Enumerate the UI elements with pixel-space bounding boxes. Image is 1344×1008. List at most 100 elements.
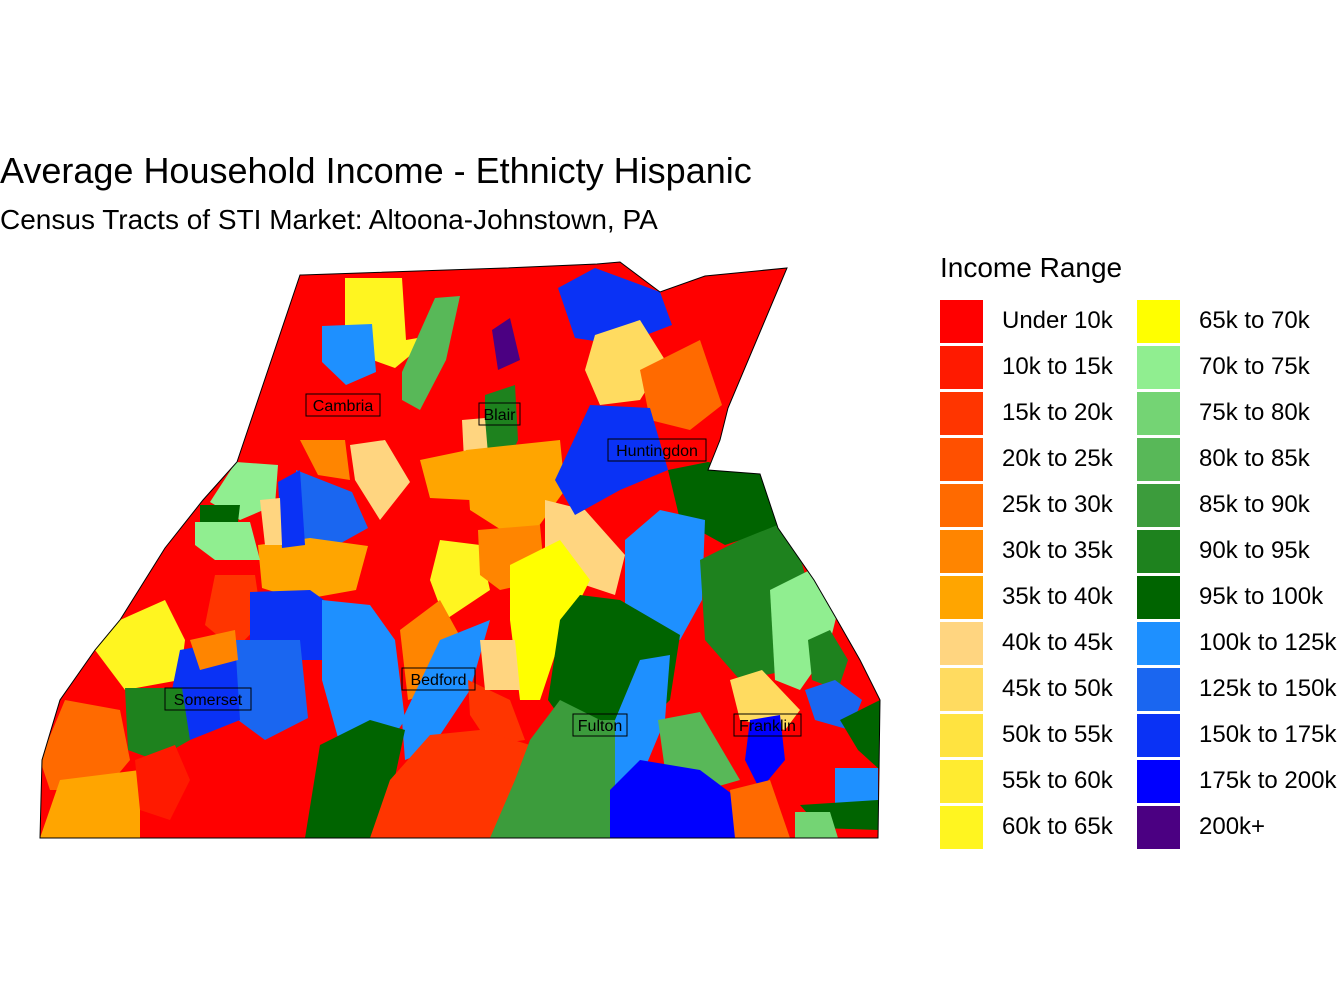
legend-label: 70k to 75k: [1199, 353, 1310, 380]
svg-text:Blair: Blair: [483, 407, 516, 424]
legend-swatch: [1137, 529, 1180, 573]
map-title: Average Household Income - Ethnicty Hisp…: [0, 150, 752, 191]
tract: [200, 505, 240, 522]
tract: [625, 510, 705, 640]
tract: [258, 538, 368, 600]
legend-label: 65k to 70k: [1199, 307, 1310, 334]
legend-swatch: [940, 805, 983, 849]
svg-text:Franklin: Franklin: [739, 718, 796, 735]
legend-item: 65k to 70k: [1137, 298, 1334, 344]
tract: [615, 655, 670, 790]
legend-label: 20k to 25k: [1002, 445, 1113, 472]
tract: [808, 630, 848, 690]
tract: [420, 450, 470, 500]
legend-swatch: [940, 667, 983, 711]
tract: [235, 640, 308, 740]
legend-item: 175k to 200k: [1137, 758, 1337, 804]
legend-label: 75k to 80k: [1199, 399, 1310, 426]
county-label-somerset: Somerset: [164, 687, 252, 711]
county-label-blair: Blair: [478, 402, 521, 426]
tract: [402, 296, 460, 410]
tract: [40, 700, 130, 790]
tract: [492, 318, 520, 370]
tract: [135, 745, 190, 820]
legend-item: 90k to 95k: [1137, 528, 1334, 574]
legend-label: 15k to 20k: [1002, 399, 1113, 426]
legend-label: 200k+: [1199, 813, 1266, 840]
tract: [835, 768, 878, 808]
legend-item: 45k to 50k: [940, 666, 1137, 712]
tract: [490, 700, 640, 838]
legend-label: 10k to 15k: [1002, 353, 1113, 380]
tract: [170, 640, 240, 740]
tract: [745, 715, 785, 790]
tract: [840, 700, 880, 770]
legend-swatch: [1137, 483, 1180, 527]
legend-item: 50k to 55k: [940, 712, 1137, 758]
tract: [468, 680, 525, 745]
legend-label: 60k to 65k: [1002, 813, 1113, 840]
legend-swatch: [940, 299, 983, 343]
legend-swatch: [940, 345, 983, 389]
legend-swatch: [1137, 805, 1180, 849]
tract: [260, 498, 282, 545]
tract: [610, 760, 760, 838]
legend-label: 85k to 90k: [1199, 491, 1310, 518]
tract: [350, 440, 410, 520]
legend-label: 25k to 30k: [1002, 491, 1113, 518]
map-subtitle: Census Tracts of STI Market: Altoona-Joh…: [0, 204, 658, 235]
legend-label: 80k to 85k: [1199, 445, 1310, 472]
tract: [370, 730, 530, 838]
svg-text:Huntingdon: Huntingdon: [616, 443, 698, 460]
tract: [555, 405, 668, 515]
legend-label: 55k to 60k: [1002, 767, 1113, 794]
legend-item: 85k to 90k: [1137, 482, 1334, 528]
tract: [795, 812, 838, 838]
legend-item: 80k to 85k: [1137, 436, 1334, 482]
tract: [190, 630, 238, 670]
legend-label: 45k to 50k: [1002, 675, 1113, 702]
tract: [40, 770, 140, 838]
legend-columns: Under 10k 10k to 15k 15k to 20k 20k to 25k 2…: [940, 298, 1337, 850]
legend-swatch: [940, 529, 983, 573]
tract: [95, 600, 185, 690]
county-label-franklin: Franklin: [733, 713, 802, 737]
legend-swatch: [1137, 437, 1180, 481]
legend-item: 100k to 125k: [1137, 620, 1337, 666]
legend-label: 100k to 125k: [1199, 629, 1337, 656]
legend-swatch: [940, 759, 983, 803]
tract: [300, 440, 350, 480]
legend-item: 75k to 80k: [1137, 390, 1334, 436]
legend-swatch: [1137, 391, 1180, 435]
tract: [730, 670, 800, 730]
legend-label: 175k to 200k: [1199, 767, 1337, 794]
tract: [466, 440, 565, 545]
legend-item: 55k to 60k: [940, 758, 1137, 804]
tract: [278, 470, 305, 548]
tract: [480, 640, 520, 690]
legend-label: 125k to 150k: [1199, 675, 1337, 702]
legend-item: 70k to 75k: [1137, 344, 1334, 390]
legend-item: 125k to 150k: [1137, 666, 1337, 712]
tract: [305, 720, 405, 838]
county-label-fulton: Fulton: [572, 713, 628, 737]
legend-swatch: [1137, 759, 1180, 803]
legend-column: 65k to 70k 70k to 75k 75k to 80k 80k to 85k…: [1137, 298, 1337, 850]
legend-swatch: [940, 621, 983, 665]
legend-swatch: [1137, 621, 1180, 665]
legend-label: 30k to 35k: [1002, 537, 1113, 564]
tract: [205, 575, 262, 650]
svg-text:Cambria: Cambria: [313, 398, 374, 415]
tract: [322, 324, 376, 385]
svg-text:Somerset: Somerset: [174, 692, 243, 709]
legend-title: Income Range: [940, 252, 1123, 283]
legend-swatch: [1137, 713, 1180, 757]
legend-swatch: [940, 575, 983, 619]
legend-swatch: [1137, 299, 1180, 343]
choropleth-map: Cambria Blair Huntingdon Somerset Bedfor…: [39, 261, 881, 839]
legend: Income Range Under 10k 10k to 15k 15k to 2…: [940, 252, 1337, 850]
tract: [640, 340, 722, 430]
legend-item: 60k to 65k: [940, 804, 1137, 850]
county-label-huntingdon: Huntingdon: [607, 438, 707, 462]
svg-text:Bedford: Bedford: [410, 672, 466, 689]
